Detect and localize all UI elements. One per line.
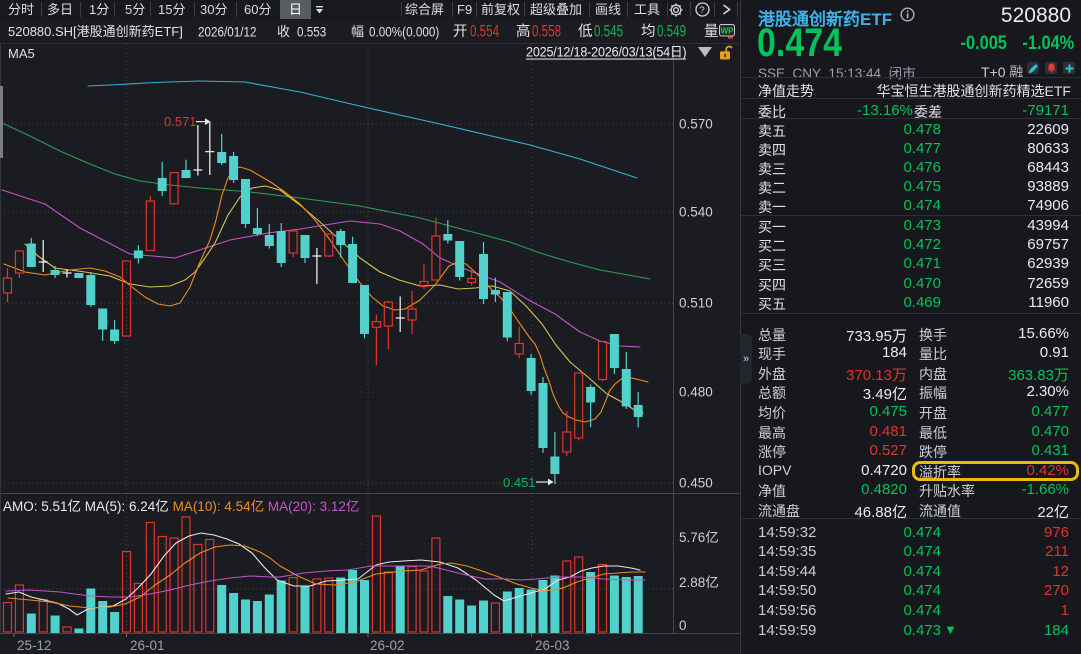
- svg-text:?: ?: [699, 5, 704, 16]
- svg-text:0.570: 0.570: [679, 117, 713, 132]
- svg-text:26-03: 26-03: [535, 638, 570, 653]
- svg-text:0.450: 0.450: [679, 476, 713, 491]
- svg-text:0.480: 0.480: [679, 385, 713, 400]
- svg-text:0.571: 0.571: [164, 114, 197, 129]
- svg-text:5.76亿: 5.76亿: [679, 530, 719, 545]
- svg-text:25-12: 25-12: [17, 638, 52, 653]
- svg-text:0: 0: [679, 618, 687, 633]
- svg-text:WP: WP: [721, 27, 735, 36]
- svg-text:26-01: 26-01: [130, 638, 165, 653]
- svg-text:0.540: 0.540: [679, 205, 713, 220]
- svg-text:26-02: 26-02: [370, 638, 405, 653]
- svg-text:2.88亿: 2.88亿: [679, 575, 719, 590]
- svg-text:0.451: 0.451: [503, 475, 536, 490]
- svg-text:0.510: 0.510: [679, 296, 713, 311]
